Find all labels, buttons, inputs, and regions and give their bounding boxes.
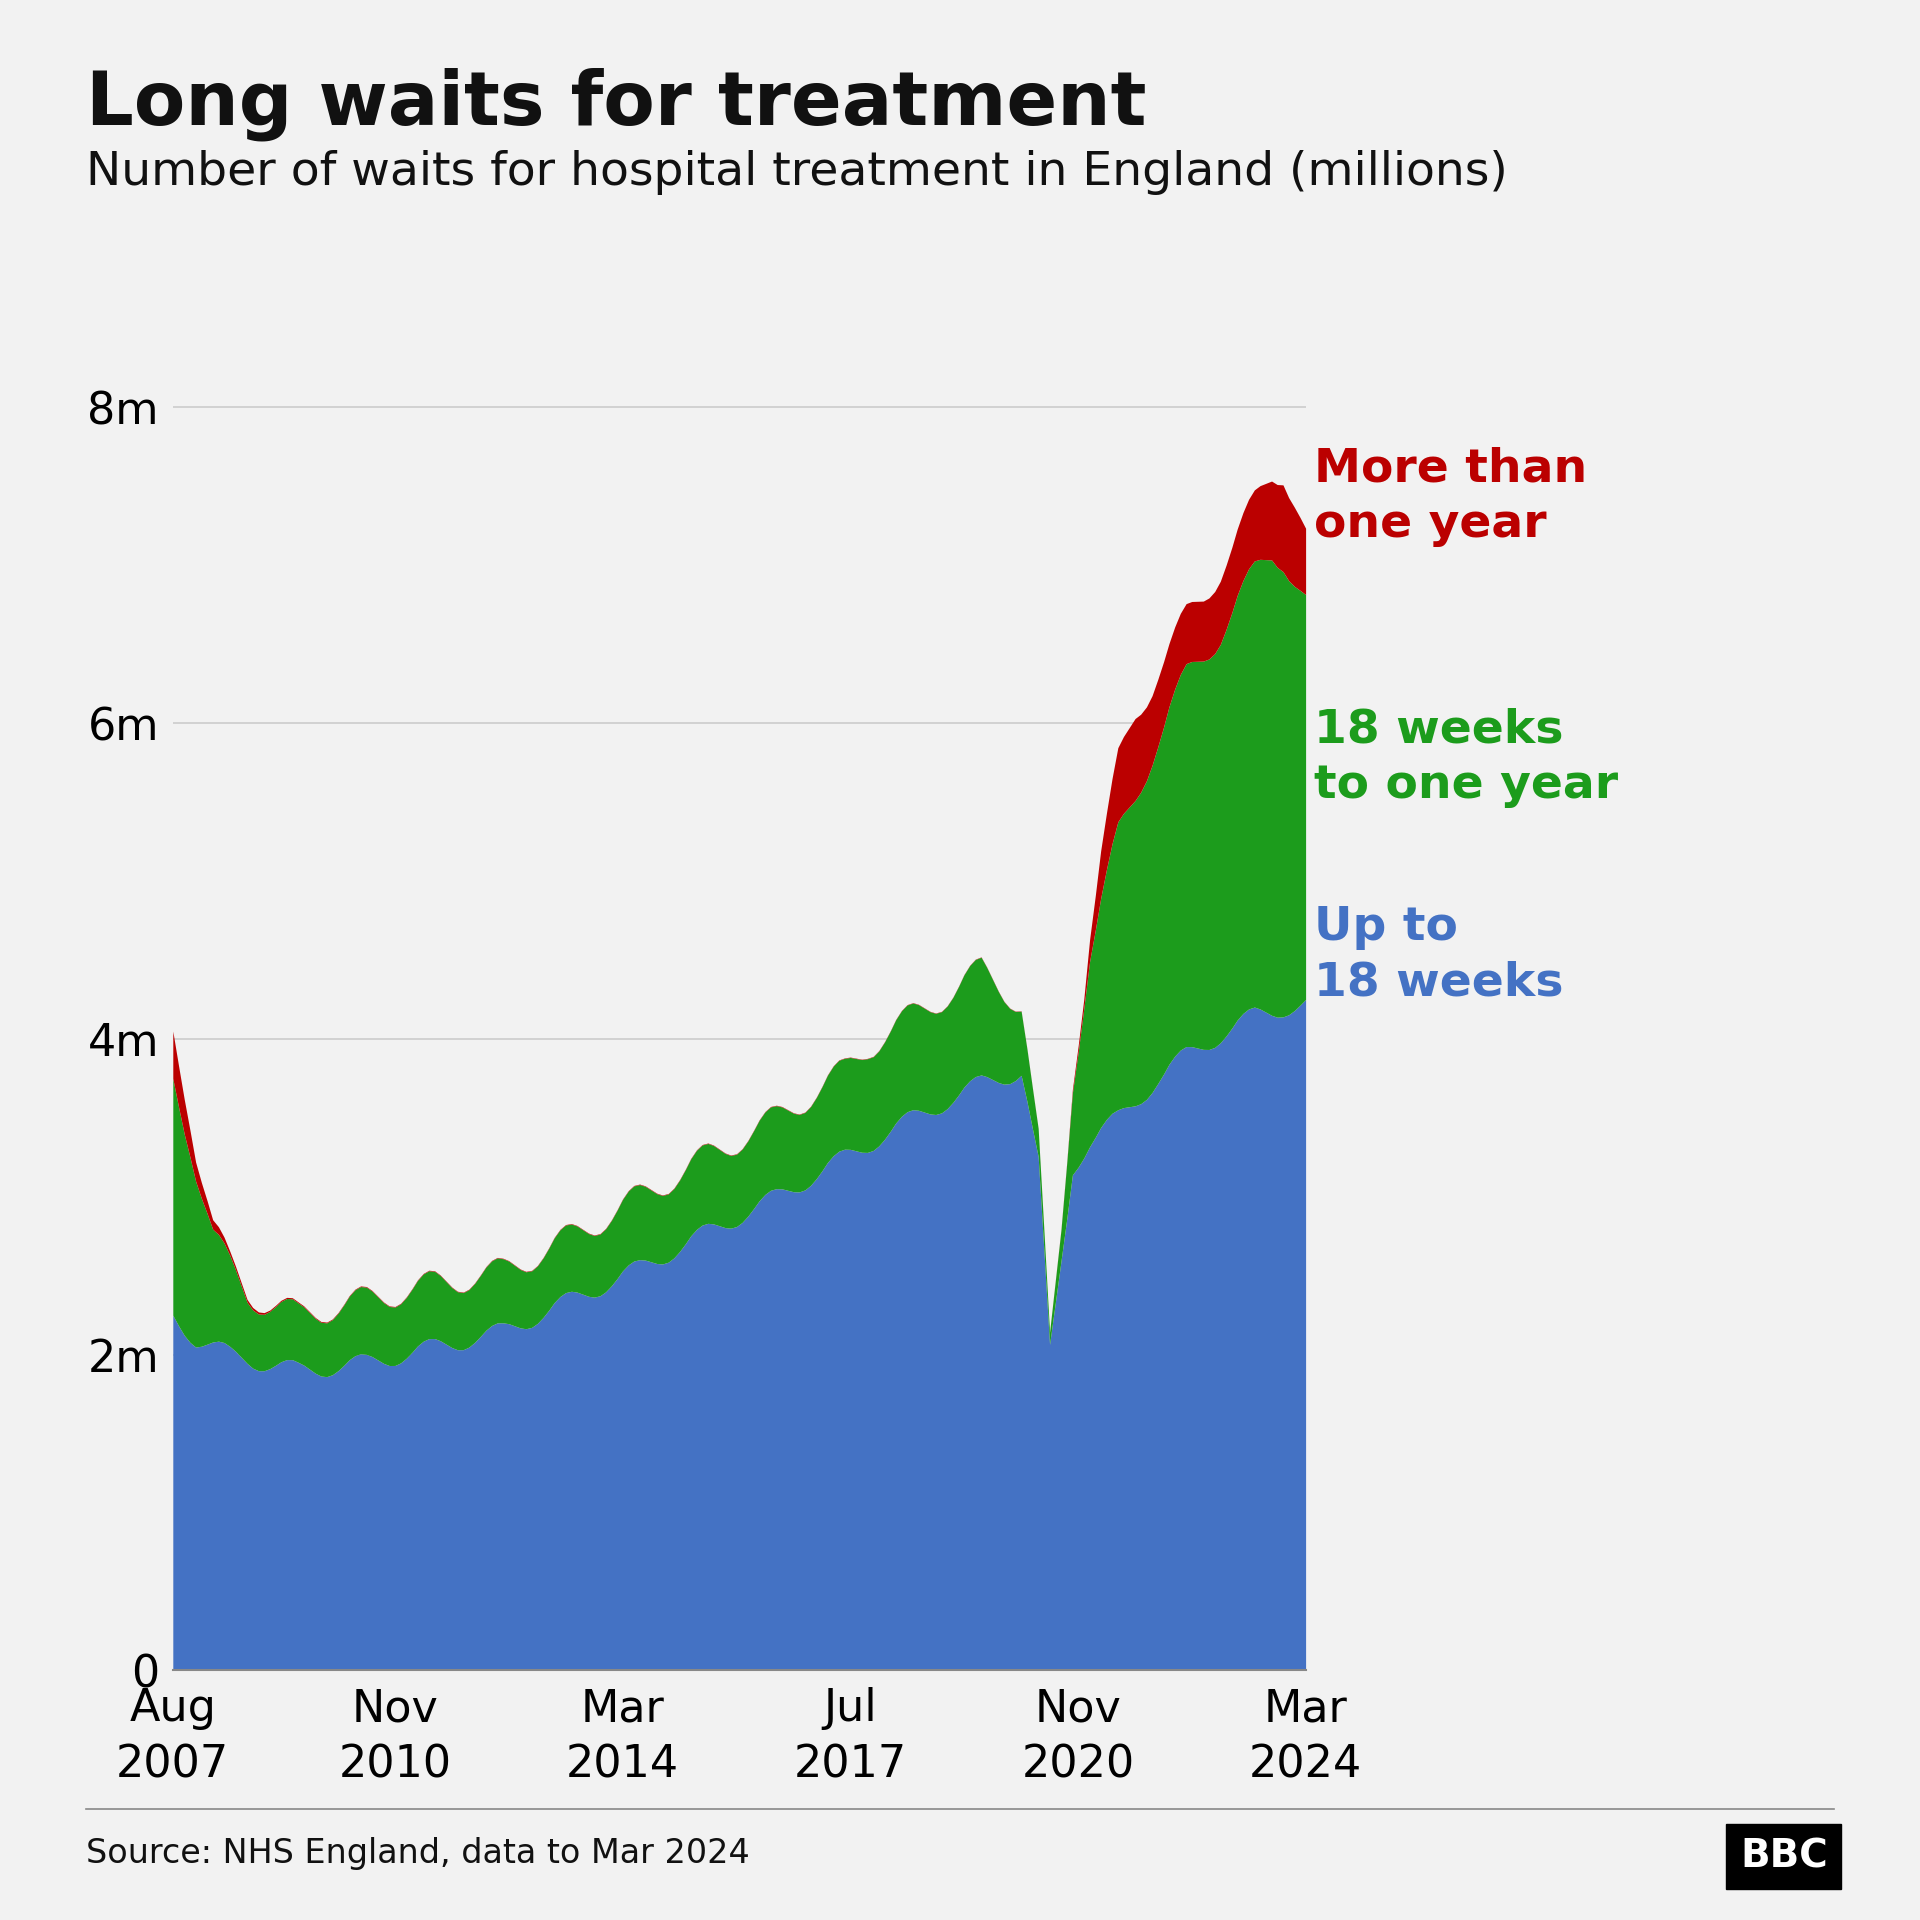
Text: BBC: BBC — [1740, 1837, 1828, 1876]
Text: Source: NHS England, data to Mar 2024: Source: NHS England, data to Mar 2024 — [86, 1837, 751, 1870]
Text: Up to
18 weeks: Up to 18 weeks — [1313, 904, 1563, 1006]
Text: 18 weeks
to one year: 18 weeks to one year — [1313, 707, 1619, 808]
Text: More than
one year: More than one year — [1313, 447, 1588, 547]
Text: Long waits for treatment: Long waits for treatment — [86, 67, 1146, 140]
Text: Number of waits for hospital treatment in England (millions): Number of waits for hospital treatment i… — [86, 150, 1507, 194]
